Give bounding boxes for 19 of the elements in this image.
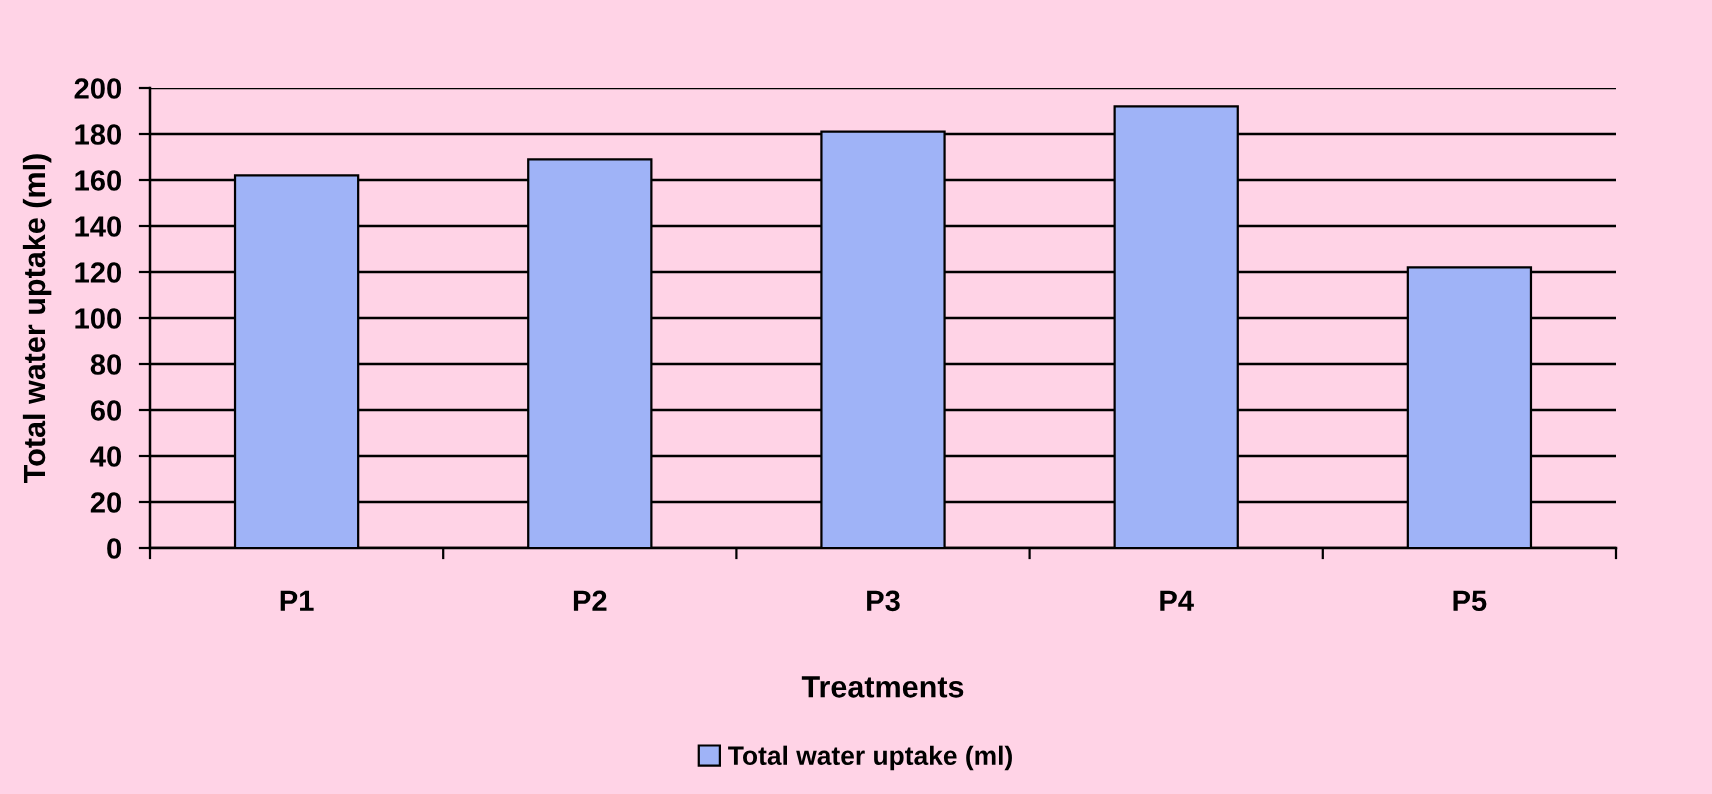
legend-label: Total water uptake (ml): [728, 745, 1012, 771]
y-tick-label: 200: [74, 78, 122, 99]
x-tick-label: P4: [1160, 590, 1194, 611]
y-tick-label: 100: [75, 308, 122, 329]
y-tick-label: 40: [90, 446, 122, 467]
y-tick-label: 0: [107, 538, 122, 559]
y-tick-label: 60: [90, 400, 122, 421]
y-tick-label: 160: [75, 170, 122, 191]
y-tick-label: 120: [75, 262, 122, 283]
y-tick-label: 20: [90, 492, 122, 513]
x-axis-title: Treatments: [801, 676, 964, 698]
y-tick-label: 140: [75, 216, 122, 237]
x-tick-label: P1: [280, 590, 314, 611]
x-tick-label: P2: [573, 590, 607, 611]
x-tick-label: P5: [1453, 590, 1487, 612]
y-tick-label: 80: [90, 354, 122, 375]
y-axis-title: Total water uptake (ml): [22, 154, 52, 483]
y-tick-label: 180: [75, 124, 122, 145]
x-tick-label: P3: [867, 590, 900, 612]
